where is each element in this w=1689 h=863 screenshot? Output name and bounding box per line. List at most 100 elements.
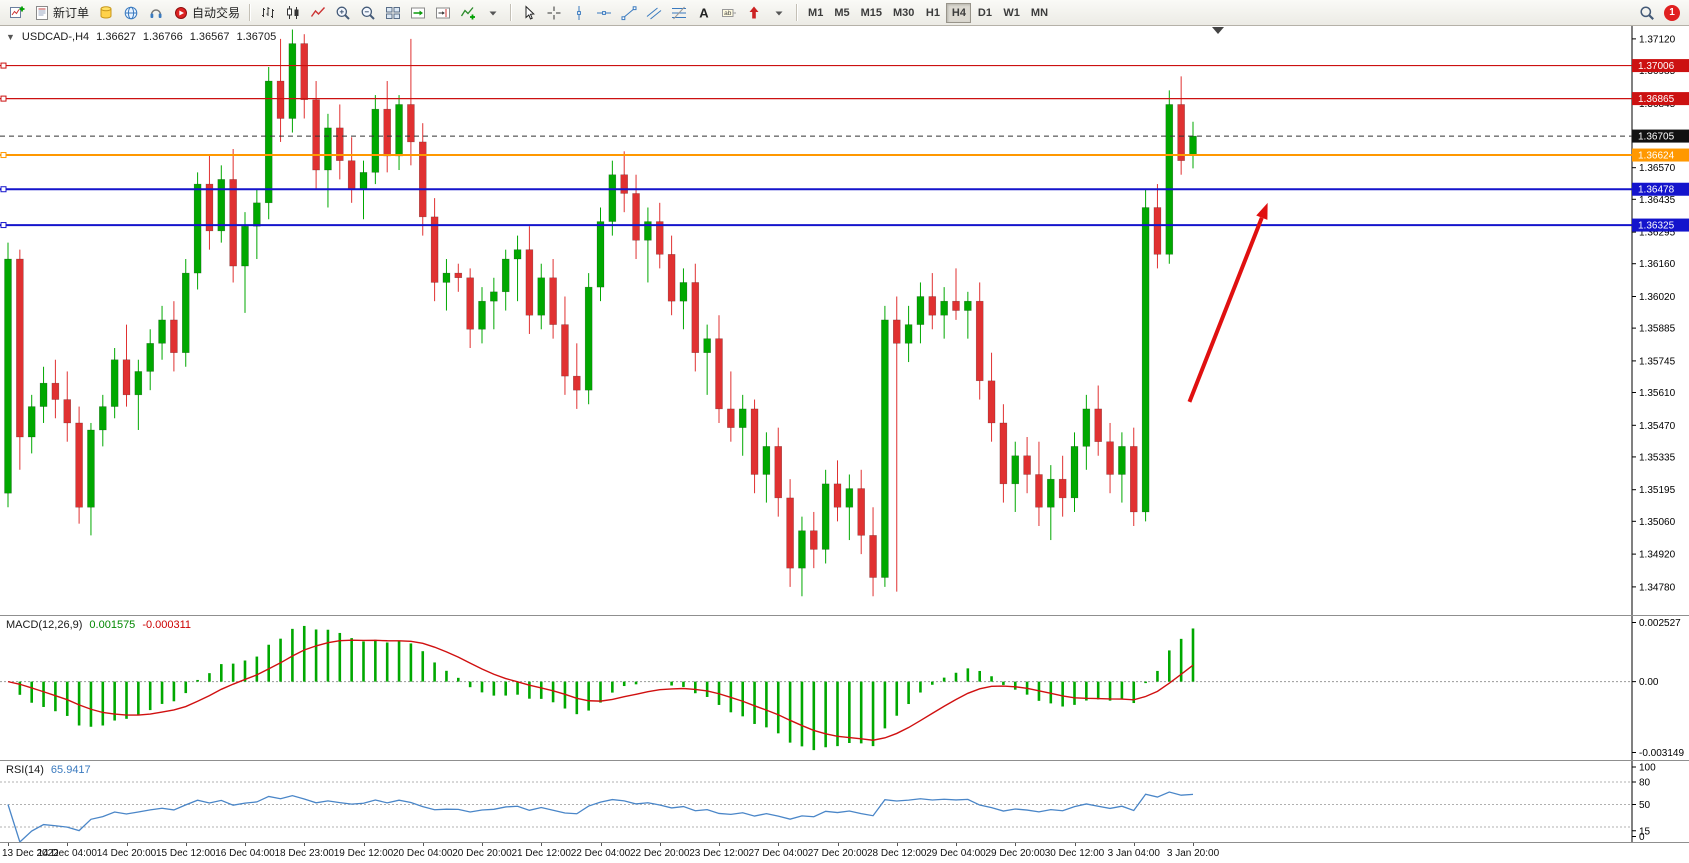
trendline-tool-button[interactable] [617,2,641,24]
support-line-1-price-tag: 1.36478 [1632,182,1689,196]
rsi-line [7,791,1194,842]
text-tool-button[interactable]: A [692,2,716,24]
auto-trading-button-label: 自动交易 [192,6,241,20]
crosshair-tool-button[interactable] [542,2,566,24]
rsi-tick: 0 [1639,832,1645,842]
timeframe-mn-button[interactable]: MN [1026,3,1053,23]
macd-panel[interactable]: 0.002527 0.00 -0.003149 MACD(12,26,9) 0.00… [0,615,1689,760]
bars-icon [262,6,275,18]
rsi-panel[interactable]: 100 80 50 15 0 RSI(14) 65.9417 [0,760,1689,842]
chart-shift-marker[interactable] [1212,27,1224,34]
notifications-badge[interactable]: 1 [1664,4,1680,21]
time-tick [1193,843,1194,846]
line-chart-button[interactable] [306,2,330,24]
resistance-line-1-handle[interactable] [0,62,7,69]
time-tick [67,843,69,846]
crosshair-icon [547,6,561,19]
time-label: 20 Dec 20:00 [452,848,512,859]
zoom-in-button[interactable] [331,2,355,24]
time-tick [837,843,839,846]
rsi-canvas[interactable]: 100 80 50 150 [0,761,1689,842]
auto-scroll-button[interactable] [406,2,430,24]
time-tick [304,843,306,846]
resistance-line-2-price-tag: 1.36865 [1632,92,1689,106]
main-chart-panel[interactable]: 1.371201.369851.368451.367101.365701.364… [0,26,1689,615]
channel-icon [646,7,662,19]
indicators-dropdown[interactable] [481,2,505,24]
macd-canvas[interactable]: 0.002527 0.00 -0.003149 [0,616,1689,760]
timeframe-m5-button[interactable]: M5 [829,3,854,23]
price-tick: 1.36020 [1639,292,1676,303]
time-label: 21 Dec 12:00 [511,848,572,859]
price-tick: 1.35195 [1639,485,1676,496]
pivot-line-handle[interactable] [0,152,7,159]
timeframe-m30-button[interactable]: M30 [888,3,919,23]
chart-plus-icon [10,6,25,18]
price-tick: 1.35745 [1639,356,1676,367]
resistance-line-2-handle[interactable] [0,95,7,102]
profiles-button[interactable] [94,2,118,24]
fibonacci-tool-button[interactable] [667,2,691,24]
timeframe-h4-button[interactable]: H4 [946,2,972,23]
rsi-label: RSI(14) [6,764,44,776]
horizontal-line-tool-button[interactable] [592,2,616,24]
bar-chart-button[interactable] [256,2,280,24]
time-tick [659,843,661,846]
time-axis[interactable]: 13 Dec 2022 14 Dec 04:00 14 Dec 20:00 15 De… [0,842,1689,863]
trend-arrow[interactable] [1187,202,1268,403]
globe-icon [124,6,138,19]
new-order-button[interactable]: 新订单 [30,2,93,24]
label-tool-button[interactable]: ab [717,2,741,24]
timeframe-m15-button[interactable]: M15 [856,3,887,23]
svg-text:1.37006: 1.37006 [1638,61,1675,72]
macd-main-value: 0.001575 [89,619,136,631]
magnifier-icon [1640,5,1654,20]
main-chart-canvas[interactable]: 1.371201.369851.368451.367101.365701.364… [0,26,1689,615]
tile-windows-button[interactable] [381,2,405,24]
autotrade-icon [175,6,188,19]
time-tick [422,843,424,846]
shift-icon [436,7,451,18]
time-tick [1074,843,1076,846]
support-line-1-handle[interactable] [0,186,7,193]
time-label: 3 Jan 20:00 [1166,848,1220,859]
timeframe-w1-button[interactable]: W1 [998,3,1025,23]
chart-shift-button[interactable] [431,2,455,24]
textA-icon: A [699,5,709,20]
support-button[interactable] [144,2,168,24]
macd-tick: 0.00 [1639,677,1659,688]
arrows-dropdown[interactable] [767,2,791,24]
toolbar-separator [796,4,799,21]
timeframe-m1-button[interactable]: M1 [803,3,828,23]
time-label: 22 Dec 04:00 [570,848,631,859]
new-chart-button[interactable] [5,2,29,24]
auto-trading-button[interactable]: 自动交易 [169,2,244,24]
support-line-2-handle[interactable] [0,222,7,229]
order-form-icon [36,5,48,20]
time-tick [482,843,483,846]
one-click-trading-toggle[interactable]: ▼ [6,32,15,42]
candlestick-chart-button[interactable] [281,2,305,24]
trend-icon [621,5,637,20]
price-tick: 1.35885 [1639,324,1676,335]
cylinder-icon [100,5,112,18]
arrows-tool-button[interactable] [742,2,766,24]
indicators-button[interactable] [456,2,480,24]
autoscroll-icon [411,7,426,18]
channel-tool-button[interactable] [642,2,666,24]
search-button[interactable] [1635,2,1659,24]
resistance-line-1-price-tag: 1.37006 [1632,59,1689,73]
price-tick: 1.35610 [1639,388,1676,399]
hline-icon [597,10,612,15]
timeframe-d1-button[interactable]: D1 [972,3,997,23]
rsi-tick: 15 [1639,826,1651,837]
market-watch-button[interactable] [119,2,143,24]
time-tick [1133,843,1135,846]
vertical-line-tool-button[interactable] [567,2,591,24]
zoom-out-button[interactable] [356,2,380,24]
time-label: 14 Dec 04:00 [37,848,98,859]
macd-header: MACD(12,26,9) 0.001575 -0.000311 [6,619,191,631]
timeframe-h1-button[interactable]: H1 [920,3,945,23]
cursor-tool-button[interactable] [517,2,541,24]
